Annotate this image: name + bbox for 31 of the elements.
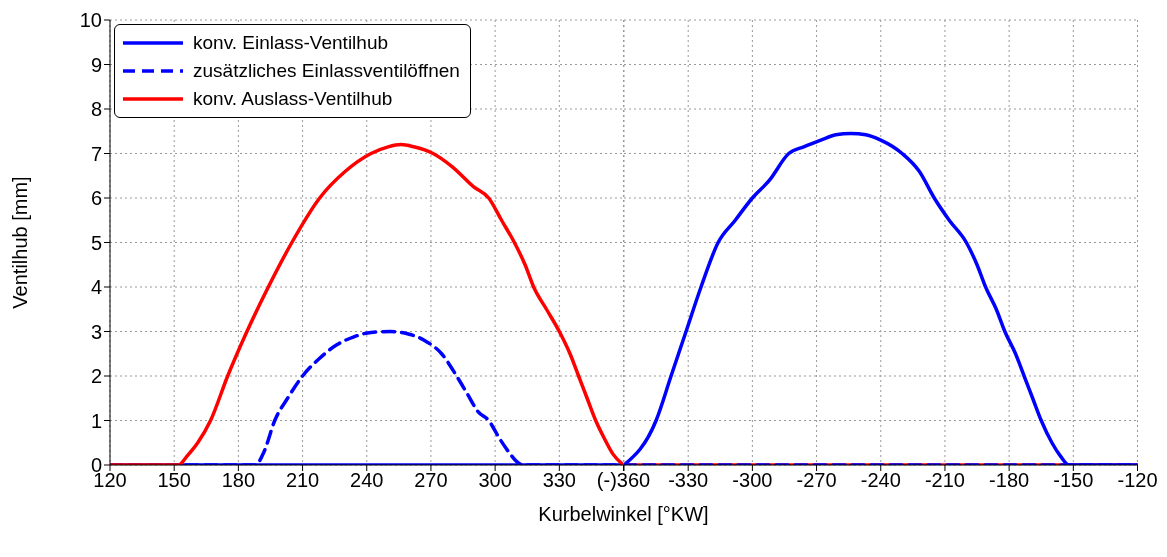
x-tick-label: (-)360 [596,469,651,492]
y-axis-title: Ventilhub [mm] [9,176,32,309]
y-tick-label: 1 [90,409,102,432]
y-tick-label: 4 [90,276,102,299]
x-tick-label: -120 [1116,469,1158,492]
x-tick-label: 330 [542,469,576,492]
x-tick-label: 210 [285,469,320,492]
x-tick-label: -270 [796,469,837,492]
x-tick-label: 180 [221,469,256,492]
y-tick-label: 3 [90,320,102,343]
y-tick-label: 10 [79,9,102,32]
x-tick-label: -150 [1052,469,1093,492]
x-tick-label: -300 [731,469,772,492]
legend-label: konv. Auslass-Ventilhub [193,88,393,110]
y-tick-label: 2 [90,365,102,388]
x-tick-label: 240 [350,469,384,492]
x-tick-label: -180 [988,469,1029,492]
legend-label: zusätzliches Einlassventilöffnen [193,60,460,82]
y-tick-label: 6 [90,187,102,210]
x-tick-label: 300 [478,469,512,492]
x-axis-title: Kurbelwinkel [°KW] [538,503,709,526]
y-tick-label: 7 [90,142,102,165]
y-tick-label: 8 [90,98,102,121]
x-tick-label: -210 [924,469,965,492]
x-tick-label: 270 [414,469,448,492]
y-tick-label: 5 [90,231,102,254]
legend-label: konv. Einlass-Ventilhub [193,32,389,54]
x-tick-label: -240 [860,469,901,492]
x-tick-label: -330 [667,469,708,492]
y-tick-label: 9 [90,53,102,76]
x-tick-label: 150 [157,469,191,492]
